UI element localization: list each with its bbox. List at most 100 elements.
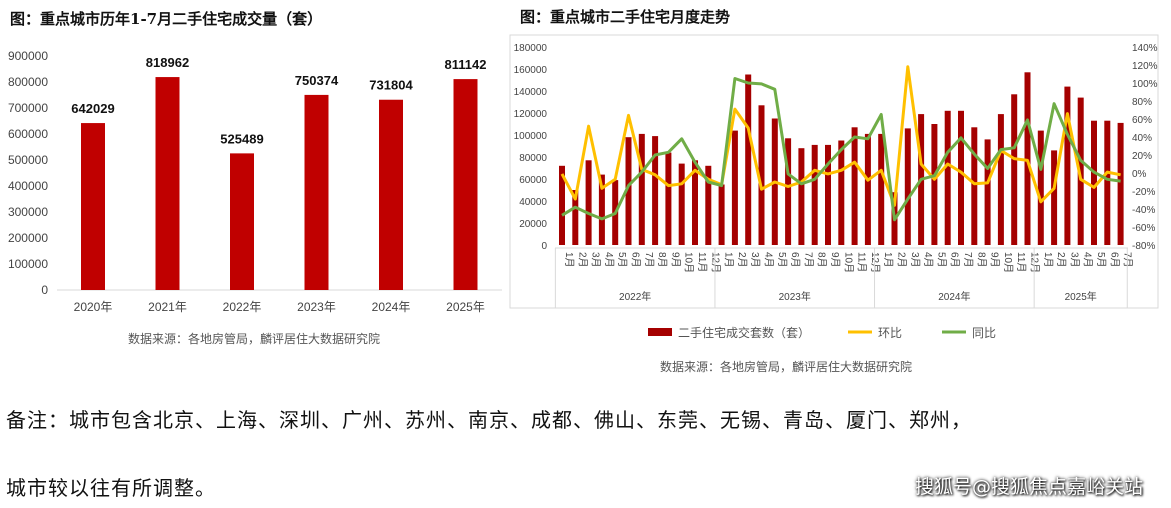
bar-month-40 <box>1091 120 1097 245</box>
bar-month-2 <box>585 160 592 245</box>
month-label: 1月 <box>882 252 894 268</box>
bar-month-22 <box>851 127 858 245</box>
watermark: 搜狐号@搜狐焦点嘉峪关站 <box>914 476 1143 498</box>
y-tick-label: 800000 <box>8 75 48 89</box>
bar-month-10 <box>692 160 698 245</box>
bar-2022年 <box>230 153 254 290</box>
month-label: 3月 <box>590 252 602 268</box>
right-y-tick-label: 100% <box>1132 79 1158 90</box>
bar-month-7 <box>652 136 659 245</box>
right-y-tick-label: 40% <box>1132 133 1152 144</box>
right-y-tick-label: -60% <box>1132 223 1155 234</box>
month-label: 2月 <box>576 252 588 268</box>
month-label: 7月 <box>962 252 974 268</box>
month-label: 10月 <box>842 252 854 273</box>
right-y-tick-label: 60% <box>1132 115 1152 126</box>
month-label: 9月 <box>989 252 1001 268</box>
right-y-tick-label: 0% <box>1132 169 1147 180</box>
bar-month-5 <box>625 137 632 245</box>
left-y-tick-label: 160000 <box>514 65 548 76</box>
bar-month-28 <box>931 124 938 245</box>
bar-month-18 <box>798 148 805 245</box>
bar-month-9 <box>678 163 685 245</box>
data-label: 811142 <box>445 57 487 72</box>
left-y-tick-label: 140000 <box>514 87 548 98</box>
legend-label-bar: 二手住宅成交套数（套） <box>678 325 810 340</box>
month-label: 2月 <box>896 252 908 268</box>
bar-month-23 <box>864 133 871 245</box>
charts-canvas: 图：重点城市历年1-7月二手住宅成交量（套） 数据来源：各地房管局，麟评居住大数… <box>8 8 1159 374</box>
x-tick-label: 2023年 <box>297 300 336 314</box>
left-y-tick-label: 20000 <box>519 219 547 230</box>
right-y-tick-label: -20% <box>1132 187 1155 198</box>
bar-month-32 <box>984 139 991 245</box>
y-tick-label: 300000 <box>8 205 48 219</box>
month-label: 6月 <box>1108 252 1120 268</box>
bar-month-34 <box>1011 94 1018 245</box>
month-label: 8月 <box>656 252 668 268</box>
year-label: 2025年 <box>1065 290 1097 303</box>
left-y-tick-label: 120000 <box>514 109 548 120</box>
y-tick-label: 0 <box>41 283 48 297</box>
bar-month-0 <box>559 165 565 245</box>
bar-2023年 <box>304 94 329 290</box>
legend-swatch-bar <box>648 328 672 336</box>
y-tick-label: 200000 <box>8 231 48 245</box>
month-label: 1月 <box>563 252 575 268</box>
right-y-tick-label: 20% <box>1132 151 1152 162</box>
right-chart-title: 图：重点城市二手住宅月度走势 <box>520 8 730 26</box>
right-chart-frame <box>509 34 1159 309</box>
bar-month-8 <box>665 152 672 245</box>
bar-month-37 <box>1051 150 1058 245</box>
bar-month-21 <box>838 140 845 245</box>
y-tick-label: 700000 <box>8 101 48 115</box>
month-label: 9月 <box>669 252 681 268</box>
bar-month-31 <box>971 127 978 245</box>
month-label: 8月 <box>816 252 828 268</box>
bar-month-42 <box>1117 122 1124 245</box>
bar-month-12 <box>718 184 725 245</box>
month-label: 1月 <box>1042 252 1054 268</box>
right-chart-source: 数据来源：各地房管局，麟评居住大数据研究院 <box>660 359 912 374</box>
bar-2021年 <box>155 77 180 290</box>
left-chart-title: 图：重点城市历年1-7月二手住宅成交量（套） <box>10 10 322 28</box>
bar-2025年 <box>453 79 478 290</box>
month-label: 3月 <box>909 252 921 268</box>
month-label: 8月 <box>975 252 987 268</box>
bar-month-13 <box>731 130 738 245</box>
bar-month-11 <box>705 165 712 245</box>
month-label: 2月 <box>1055 252 1067 268</box>
bar-2024年 <box>379 99 403 290</box>
month-label: 11月 <box>856 252 868 272</box>
month-label: 1月 <box>723 252 735 268</box>
left-chart-source: 数据来源：各地房管局，麟评居住大数据研究院 <box>128 331 380 346</box>
bar-month-3 <box>598 174 605 245</box>
bar-month-15 <box>758 105 765 245</box>
year-label: 2023年 <box>779 290 811 303</box>
month-label: 3月 <box>749 252 761 268</box>
bar-month-14 <box>745 74 752 245</box>
y-tick-label: 900000 <box>8 49 48 63</box>
data-label: 525489 <box>220 131 263 146</box>
bar-month-26 <box>904 128 911 245</box>
y-tick-label: 400000 <box>8 179 48 193</box>
y-tick-label: 500000 <box>8 153 48 167</box>
bar-2020年 <box>81 123 105 291</box>
bar-month-38 <box>1064 86 1071 245</box>
left-y-tick-label: 180000 <box>514 43 548 54</box>
bar-month-24 <box>878 133 885 245</box>
legend: 二手住宅成交套数（套） 环比 同比 <box>648 325 996 340</box>
data-label: 642029 <box>71 101 114 116</box>
bar-month-6 <box>638 133 645 245</box>
data-label: 731804 <box>369 78 413 93</box>
bar-month-41 <box>1104 120 1111 245</box>
x-tick-label: 2021年 <box>148 300 187 314</box>
data-label: 750374 <box>295 73 339 88</box>
legend-label-yoy: 同比 <box>972 326 996 340</box>
bar-month-35 <box>1024 72 1031 245</box>
right-y-tick-label: 120% <box>1132 61 1158 72</box>
legend-label-mom: 环比 <box>878 326 902 340</box>
data-label: 818962 <box>146 55 189 70</box>
bar-month-20 <box>825 144 831 245</box>
month-label: 5月 <box>616 252 628 268</box>
